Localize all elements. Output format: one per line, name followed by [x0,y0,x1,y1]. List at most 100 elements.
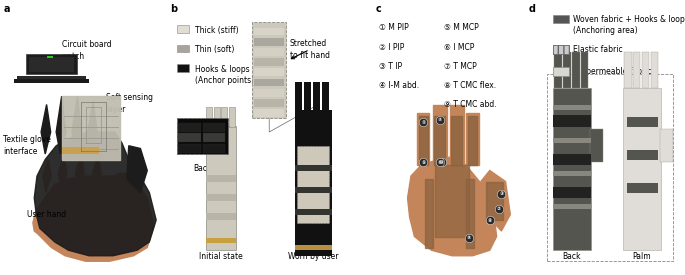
Polygon shape [127,146,147,192]
Polygon shape [408,157,497,256]
Polygon shape [419,116,428,165]
Bar [553,116,591,127]
Polygon shape [72,96,82,154]
Polygon shape [466,113,479,165]
Bar [252,22,286,118]
Polygon shape [468,116,477,165]
Polygon shape [33,173,154,261]
Text: Textile glove
interface: Textile glove interface [3,135,51,156]
Bar [178,133,201,142]
Text: ⑥ I MCP: ⑥ I MCP [444,43,474,52]
Bar [581,52,588,88]
Polygon shape [425,179,433,248]
Bar [295,245,332,250]
Polygon shape [451,116,462,165]
Bar [254,58,284,66]
Bar [254,68,284,76]
Polygon shape [62,96,120,160]
Text: ⑧ T CMC flex.: ⑧ T CMC flex. [444,81,496,90]
Polygon shape [435,165,469,236]
Bar [229,107,235,126]
Polygon shape [433,104,447,165]
Bar [627,183,658,192]
Text: ①: ① [421,120,425,125]
Polygon shape [42,160,51,192]
Bar [553,45,569,54]
Bar [624,52,632,88]
Bar [203,144,225,153]
Bar [297,146,329,223]
Text: ②: ② [438,117,442,122]
Text: d: d [529,4,536,14]
Bar [206,107,212,126]
Bar [633,52,640,88]
Text: Hooks & loops
(Anchor points): Hooks & loops (Anchor points) [195,65,253,85]
Polygon shape [41,104,51,154]
Text: Stretched
to fit hand: Stretched to fit hand [290,39,329,60]
Bar [254,99,284,107]
Text: ⑧: ⑧ [488,218,492,222]
Bar [177,45,189,52]
Text: b: b [170,4,177,14]
Bar [304,82,311,110]
Text: ④: ④ [440,160,444,165]
Text: ④ I-M abd.: ④ I-M abd. [379,81,419,90]
Text: Thick (stiff): Thick (stiff) [195,26,238,35]
Bar [254,89,284,97]
Text: Circuit board
watch: Circuit board watch [62,40,111,61]
Bar [295,165,332,170]
Bar [203,123,225,132]
Text: ⑨: ⑨ [467,235,471,240]
Bar [553,138,591,143]
Bar [660,129,673,162]
Bar [177,25,189,33]
Polygon shape [88,102,97,154]
Bar [547,74,673,261]
Bar [313,82,320,110]
Text: Air permeable fabric: Air permeable fabric [573,67,651,76]
Bar [221,107,227,126]
Bar [553,88,591,250]
Text: c: c [375,4,381,14]
Bar [553,15,569,23]
Polygon shape [450,104,464,165]
Bar [254,79,284,86]
Bar [295,110,332,256]
Polygon shape [92,157,101,190]
Text: ① M PIP: ① M PIP [379,23,408,32]
Bar [627,150,658,159]
Bar [17,76,86,80]
Text: User hand: User hand [27,210,66,219]
Polygon shape [486,182,503,220]
Bar [554,52,562,88]
Text: a: a [3,4,10,14]
Bar [553,171,591,176]
Bar [47,56,53,58]
Polygon shape [58,154,67,190]
Text: Back: Back [562,252,582,261]
Polygon shape [417,113,429,165]
Text: Elastic fabric: Elastic fabric [573,45,622,54]
Text: ⑨ T CMC abd.: ⑨ T CMC abd. [444,100,497,109]
Bar [254,28,284,35]
Text: ⑥: ⑥ [438,160,442,165]
Bar [14,79,89,83]
Bar [295,209,332,214]
Bar [254,38,284,46]
Bar [62,147,99,154]
Bar [206,213,236,220]
Polygon shape [466,179,474,248]
Bar [29,57,74,72]
Bar [553,67,569,76]
Text: Back: Back [192,164,212,173]
Bar [642,52,649,88]
Bar [214,107,220,126]
Bar [322,82,329,110]
Bar [295,82,302,110]
Text: Initial state: Initial state [199,252,242,261]
Bar [553,45,569,54]
Polygon shape [434,116,445,165]
Text: Thin (soft): Thin (soft) [195,45,234,54]
Bar [177,118,228,154]
Text: ⑦: ⑦ [497,207,501,211]
